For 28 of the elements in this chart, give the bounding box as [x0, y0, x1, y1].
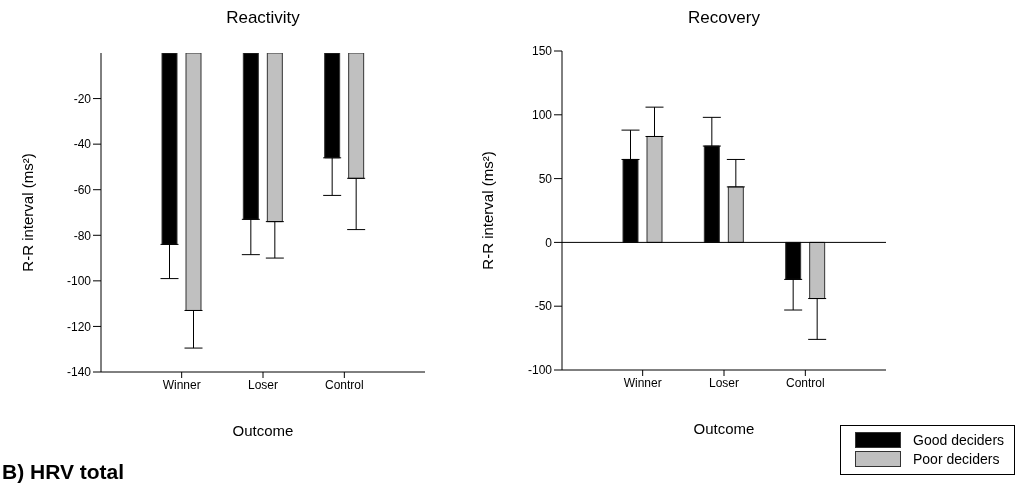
y-tick-label: 100	[531, 108, 553, 123]
y-tick-label: -100	[66, 274, 92, 289]
y-tick-label: -20	[73, 91, 92, 106]
y-tick-label: 0	[545, 235, 553, 250]
y-tick-label: -50	[534, 299, 553, 314]
y-tick-label: -100	[527, 363, 553, 378]
x-tick-label: Winner	[623, 375, 662, 390]
text: B) HRV total	[2, 460, 125, 484]
y-tick-label: -120	[66, 319, 92, 334]
legend-label: Good deciders	[913, 432, 1005, 448]
x-axis-title: Outcome	[693, 420, 755, 437]
x-tick-label: Control	[324, 377, 364, 392]
x-tick-label: Loser	[247, 377, 279, 392]
x-tick-label: Loser	[708, 375, 740, 390]
x-tick-label: Winner	[162, 377, 201, 392]
legend-label: Poor deciders	[913, 451, 1000, 467]
y-tick-label: -80	[73, 228, 92, 243]
x-tick-label: Control	[785, 375, 825, 390]
chart-title: Recovery	[687, 8, 761, 28]
x-axis-title: Outcome	[232, 422, 294, 439]
y-axis-title: R-R interval (ms²)	[479, 151, 497, 270]
y-tick-label: 150	[531, 44, 553, 59]
y-tick-label: -40	[73, 137, 92, 152]
y-tick-label: 50	[538, 171, 553, 186]
y-tick-label: -140	[66, 365, 92, 380]
chart-title: Reactivity	[225, 8, 301, 28]
y-axis-title: R-R interval (ms²)	[19, 153, 37, 272]
y-tick-label: -60	[73, 182, 92, 197]
